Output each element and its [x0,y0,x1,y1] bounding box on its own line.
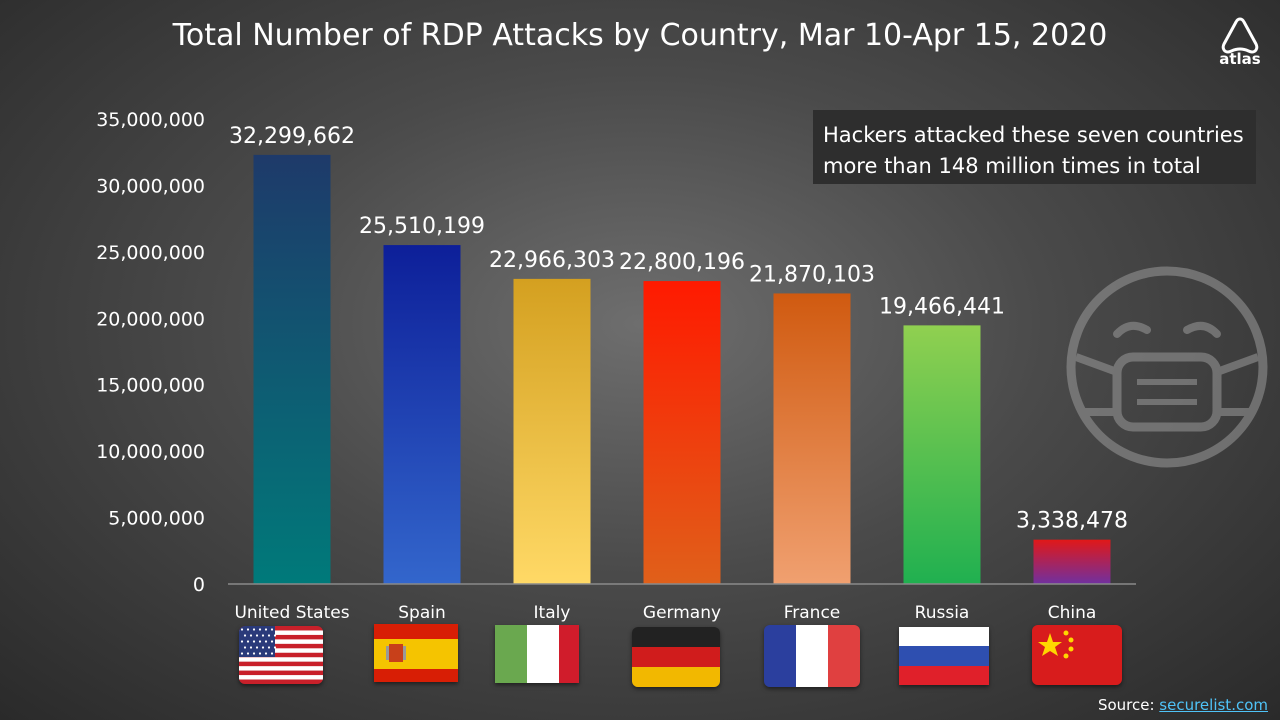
bar-china [1033,539,1111,584]
flag-spain-icon [374,624,458,682]
y-tick-label: 0 [193,574,205,596]
x-tick-label: Russia [915,603,970,623]
data-label: 21,870,103 [749,262,875,287]
callout-line-2: more than 148 million times in total [823,154,1201,178]
flag-united-states-icon [239,626,323,684]
y-tick-label: 20,000,000 [96,308,205,330]
y-tick-label: 30,000,000 [96,175,205,197]
logo-text: atlas [1219,50,1261,68]
data-label: 25,510,199 [359,214,485,239]
data-label: 22,800,196 [619,250,745,275]
x-tick-label: Spain [398,603,446,623]
bar-france [773,293,851,584]
data-label: 3,338,478 [1016,509,1128,534]
flag-germany-icon [632,627,720,687]
bar-germany [643,281,721,584]
callout-line-1: Hackers attacked these seven countries [823,123,1244,147]
y-tick-label: 15,000,000 [96,375,205,397]
atlas-logo-icon [1221,17,1259,54]
flag-russia-icon [899,627,989,685]
x-tick-label: United States [234,603,349,623]
data-label: 19,466,441 [879,294,1005,319]
bar-united-states [253,154,331,584]
y-tick-label: 10,000,000 [96,441,205,463]
source-link[interactable]: securelist.com [1159,696,1268,714]
y-tick-label: 25,000,000 [96,242,205,264]
bar-italy [513,278,591,584]
flag-france-icon [764,625,860,687]
flag-china-icon [1032,625,1122,685]
y-tick-label: 5,000,000 [108,508,205,530]
x-tick-label: France [784,603,841,623]
source-note: Source: securelist.com [1098,696,1268,714]
face-mask-icon [1066,266,1268,468]
data-label: 22,966,303 [489,248,615,273]
x-tick-label: China [1048,603,1097,623]
callout-box: Hackers attacked these seven countries m… [813,110,1256,184]
x-tick-label: Italy [534,603,571,623]
source-label: Source: [1097,696,1155,714]
data-label: 32,299,662 [229,124,355,149]
chart-title: Total Number of RDP Attacks by Country, … [172,18,1108,53]
y-tick-label: 35,000,000 [96,109,205,131]
bar-russia [903,325,981,584]
flag-italy-icon [495,625,579,683]
x-tick-label: Germany [643,603,721,623]
bar-spain [383,245,461,584]
